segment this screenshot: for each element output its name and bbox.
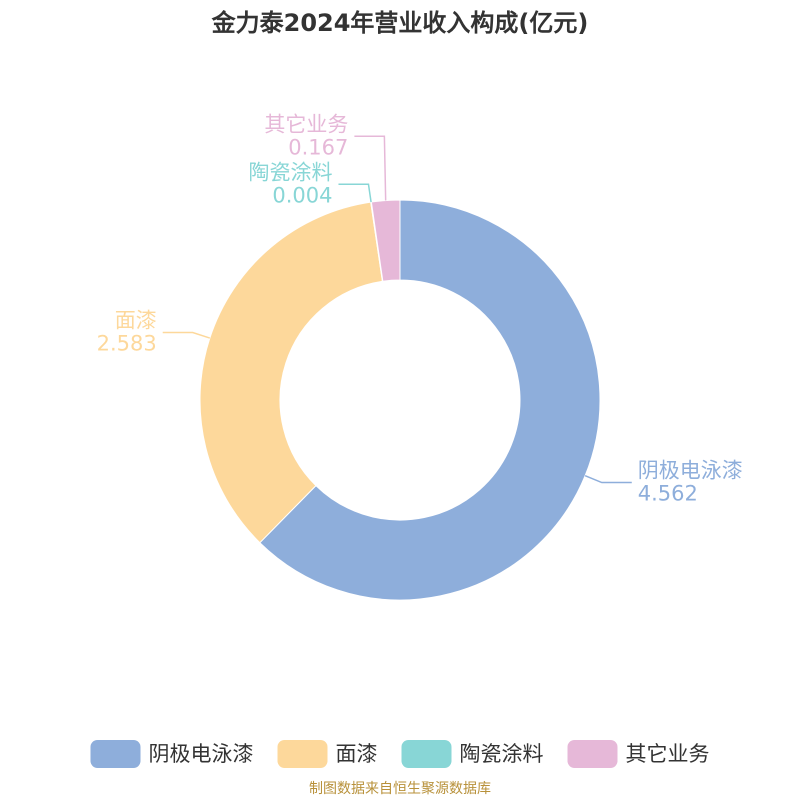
legend-label: 陶瓷涂料 [460, 742, 544, 766]
value-label: 4.562 [638, 482, 698, 506]
leader-line [584, 475, 632, 484]
legend-label: 阴极电泳漆 [149, 742, 254, 766]
leader-line [354, 135, 387, 201]
legend-item[interactable]: 面漆 [277, 740, 378, 768]
slice-label: 其它业务 [264, 112, 348, 136]
slice-label: 面漆 [115, 309, 157, 333]
slice-label: 陶瓷涂料 [248, 160, 332, 184]
slice-label: 阴极电泳漆 [638, 459, 743, 483]
value-label: 0.004 [272, 183, 332, 207]
donut-slice [259, 199, 601, 601]
legend-item[interactable]: 其它业务 [567, 740, 710, 768]
legend-swatch [277, 740, 328, 768]
source-note: 制图数据来自恒生聚源数据库 [309, 781, 491, 797]
leader-line [338, 183, 372, 203]
chart-title: 金力泰2024年营业收入构成(亿元) [211, 9, 589, 37]
legend-item[interactable]: 陶瓷涂料 [401, 740, 544, 768]
legend-swatch [401, 740, 452, 768]
leader-line [162, 331, 211, 339]
value-label: 0.167 [288, 135, 348, 159]
legend-swatch [90, 740, 141, 768]
legend-item[interactable]: 阴极电泳漆 [90, 740, 254, 768]
donut-slice [199, 201, 384, 544]
legend-swatch [567, 740, 618, 768]
legend-label: 面漆 [336, 742, 378, 766]
legend-label: 其它业务 [626, 742, 710, 766]
value-label: 2.583 [97, 332, 157, 356]
donut-slice [370, 199, 401, 282]
